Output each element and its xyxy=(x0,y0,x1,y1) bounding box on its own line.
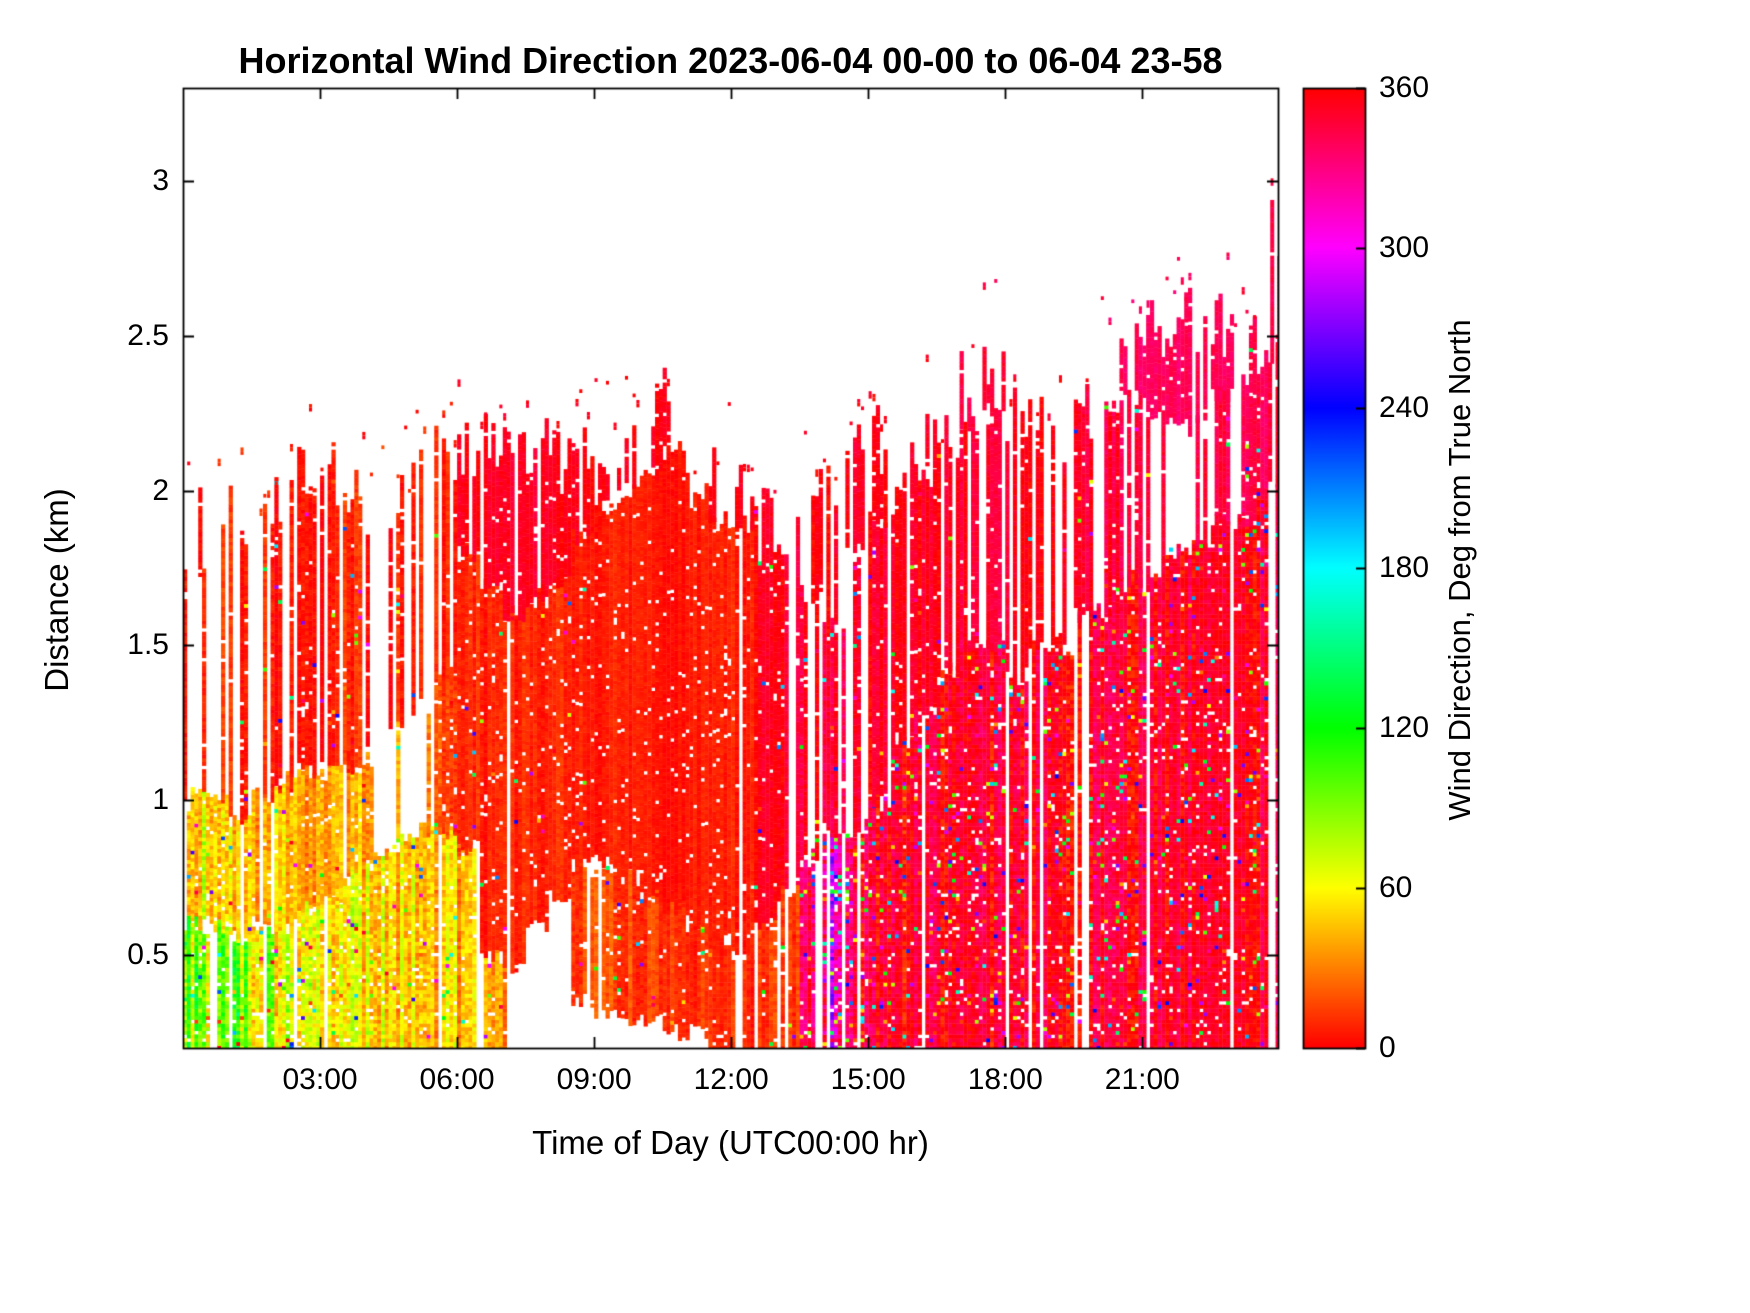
x-axis-label: Time of Day (UTC00:00 hr) xyxy=(532,1124,929,1161)
x-tick-label: 03:00 xyxy=(282,1063,358,1096)
y-axis-label: Distance (km) xyxy=(38,488,75,692)
y-tick-label: 2.5 xyxy=(127,318,169,352)
colorbar-tick-label: 360 xyxy=(1379,71,1430,104)
colorbar-tick-label: 180 xyxy=(1379,551,1430,584)
x-tick-label: 18:00 xyxy=(967,1063,1043,1096)
x-tick-label: 12:00 xyxy=(693,1063,769,1096)
x-tick-label: 15:00 xyxy=(830,1063,906,1096)
y-tick-label: 1.5 xyxy=(127,628,169,662)
y-tick-label: 0.5 xyxy=(127,938,169,972)
y-tick-label: 1 xyxy=(152,783,169,817)
x-tick-label: 06:00 xyxy=(419,1063,495,1096)
colorbar-tick-label: 300 xyxy=(1379,231,1430,264)
colorbar-tick-label: 120 xyxy=(1379,711,1430,744)
x-tick-label: 09:00 xyxy=(556,1063,632,1096)
y-tick-label: 2 xyxy=(152,473,169,507)
x-tick-label: 21:00 xyxy=(1104,1063,1180,1096)
colorbar-tick-label: 0 xyxy=(1379,1031,1396,1064)
y-tick-label: 3 xyxy=(152,163,169,197)
colorbar-tick-label: 60 xyxy=(1379,871,1413,904)
colorbar-tick-label: 240 xyxy=(1379,391,1430,424)
chart-title: Horizontal Wind Direction 2023-06-04 00-… xyxy=(238,40,1223,81)
